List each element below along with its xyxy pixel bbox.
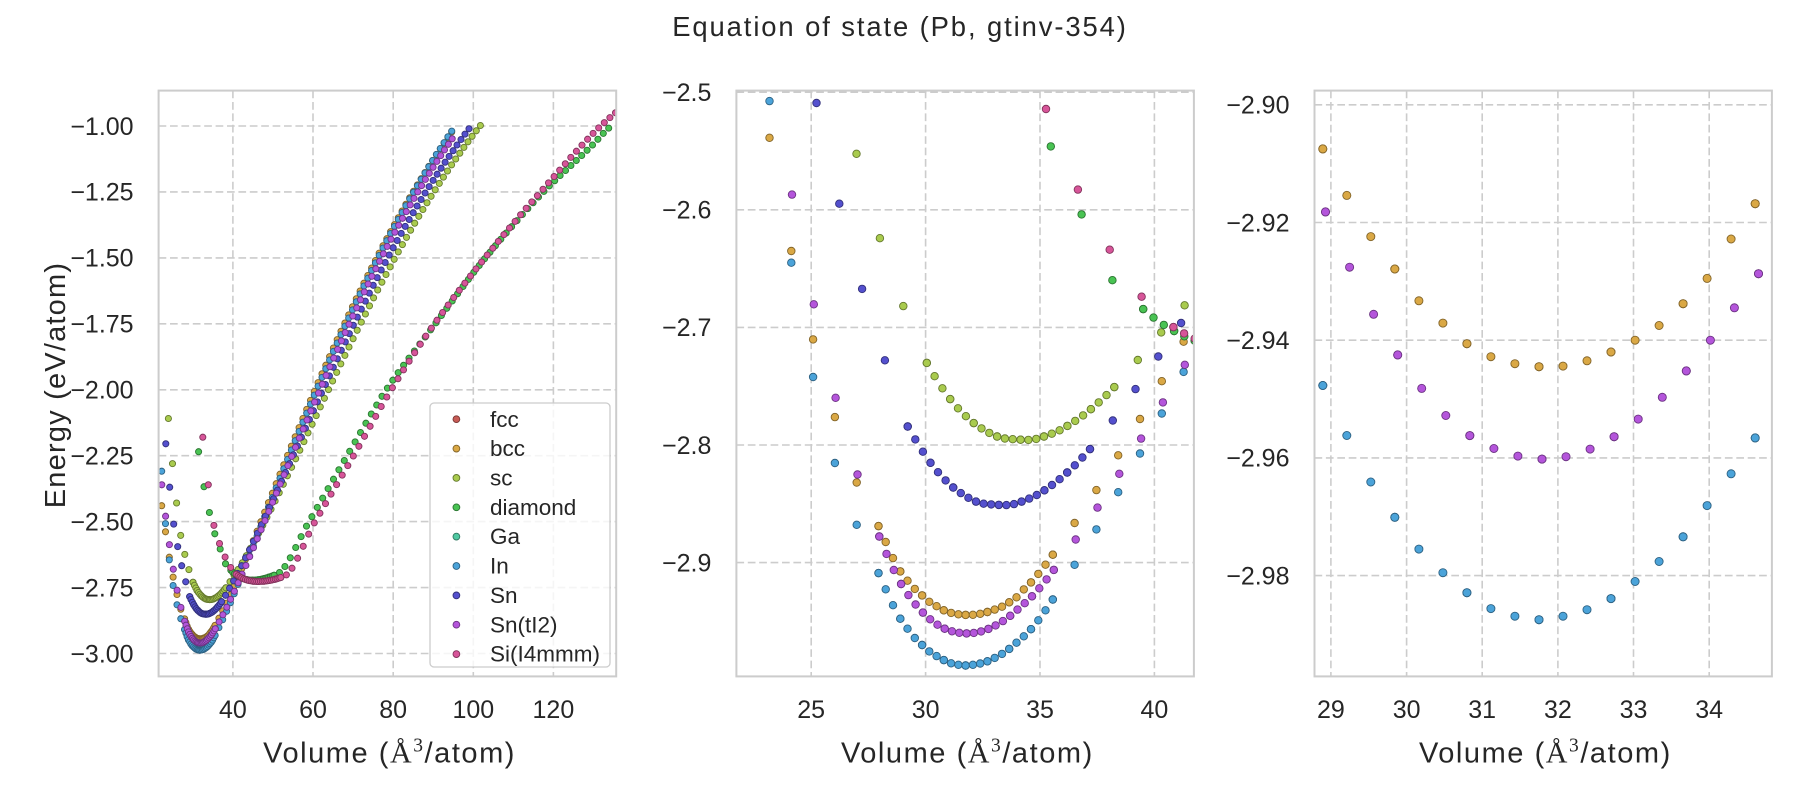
svg-text:sc: sc <box>490 466 513 491</box>
svg-text:−1.75: −1.75 <box>70 311 133 339</box>
svg-text:Ga: Ga <box>490 524 521 549</box>
svg-text:40: 40 <box>219 696 247 724</box>
svg-text:Equation of state (Pb, gtinv-3: Equation of state (Pb, gtinv-354) <box>672 11 1128 42</box>
svg-text:−2.9: −2.9 <box>662 549 711 577</box>
svg-text:40: 40 <box>1140 696 1168 724</box>
svg-text:31: 31 <box>1468 696 1496 724</box>
svg-text:34: 34 <box>1695 696 1723 724</box>
svg-text:Energy (eV/atom): Energy (eV/atom) <box>40 262 72 508</box>
svg-text:80: 80 <box>379 696 407 724</box>
svg-text:120: 120 <box>533 696 575 724</box>
svg-text:−2.6: −2.6 <box>662 197 711 225</box>
svg-text:−2.00: −2.00 <box>70 377 133 405</box>
svg-text:−2.96: −2.96 <box>1226 445 1289 473</box>
svg-text:bcc: bcc <box>490 436 525 461</box>
svg-text:Sn(tI2): Sn(tI2) <box>490 612 558 637</box>
svg-text:−3.00: −3.00 <box>70 640 133 668</box>
svg-text:35: 35 <box>1026 696 1054 724</box>
svg-text:In: In <box>490 554 509 579</box>
svg-text:−2.7: −2.7 <box>662 314 711 342</box>
svg-text:−2.98: −2.98 <box>1226 562 1289 590</box>
svg-text:−2.75: −2.75 <box>70 574 133 602</box>
svg-text:Volume (Å3/atom): Volume (Å3/atom) <box>263 736 516 770</box>
svg-text:30: 30 <box>912 696 940 724</box>
svg-text:−1.00: −1.00 <box>70 113 133 141</box>
svg-text:Sn: Sn <box>490 583 518 608</box>
svg-text:−2.5: −2.5 <box>662 79 711 107</box>
svg-text:100: 100 <box>452 696 494 724</box>
svg-text:32: 32 <box>1544 696 1572 724</box>
svg-text:Si(I4mmm): Si(I4mmm) <box>490 642 600 667</box>
svg-text:−2.92: −2.92 <box>1226 209 1289 237</box>
svg-text:fcc: fcc <box>490 407 519 432</box>
svg-text:−1.50: −1.50 <box>70 245 133 273</box>
svg-text:Volume (Å3/atom): Volume (Å3/atom) <box>841 736 1094 770</box>
svg-text:−2.50: −2.50 <box>70 508 133 536</box>
svg-text:−2.8: −2.8 <box>662 432 711 460</box>
svg-text:Volume (Å3/atom): Volume (Å3/atom) <box>1419 736 1672 770</box>
svg-text:60: 60 <box>299 696 327 724</box>
svg-text:29: 29 <box>1317 696 1345 724</box>
svg-text:−2.25: −2.25 <box>70 443 133 471</box>
svg-text:diamond: diamond <box>490 495 576 520</box>
svg-text:−2.90: −2.90 <box>1226 92 1289 120</box>
svg-text:33: 33 <box>1620 696 1648 724</box>
svg-text:−2.94: −2.94 <box>1226 327 1289 355</box>
svg-text:30: 30 <box>1393 696 1421 724</box>
svg-text:−1.25: −1.25 <box>70 179 133 207</box>
svg-text:25: 25 <box>797 696 825 724</box>
